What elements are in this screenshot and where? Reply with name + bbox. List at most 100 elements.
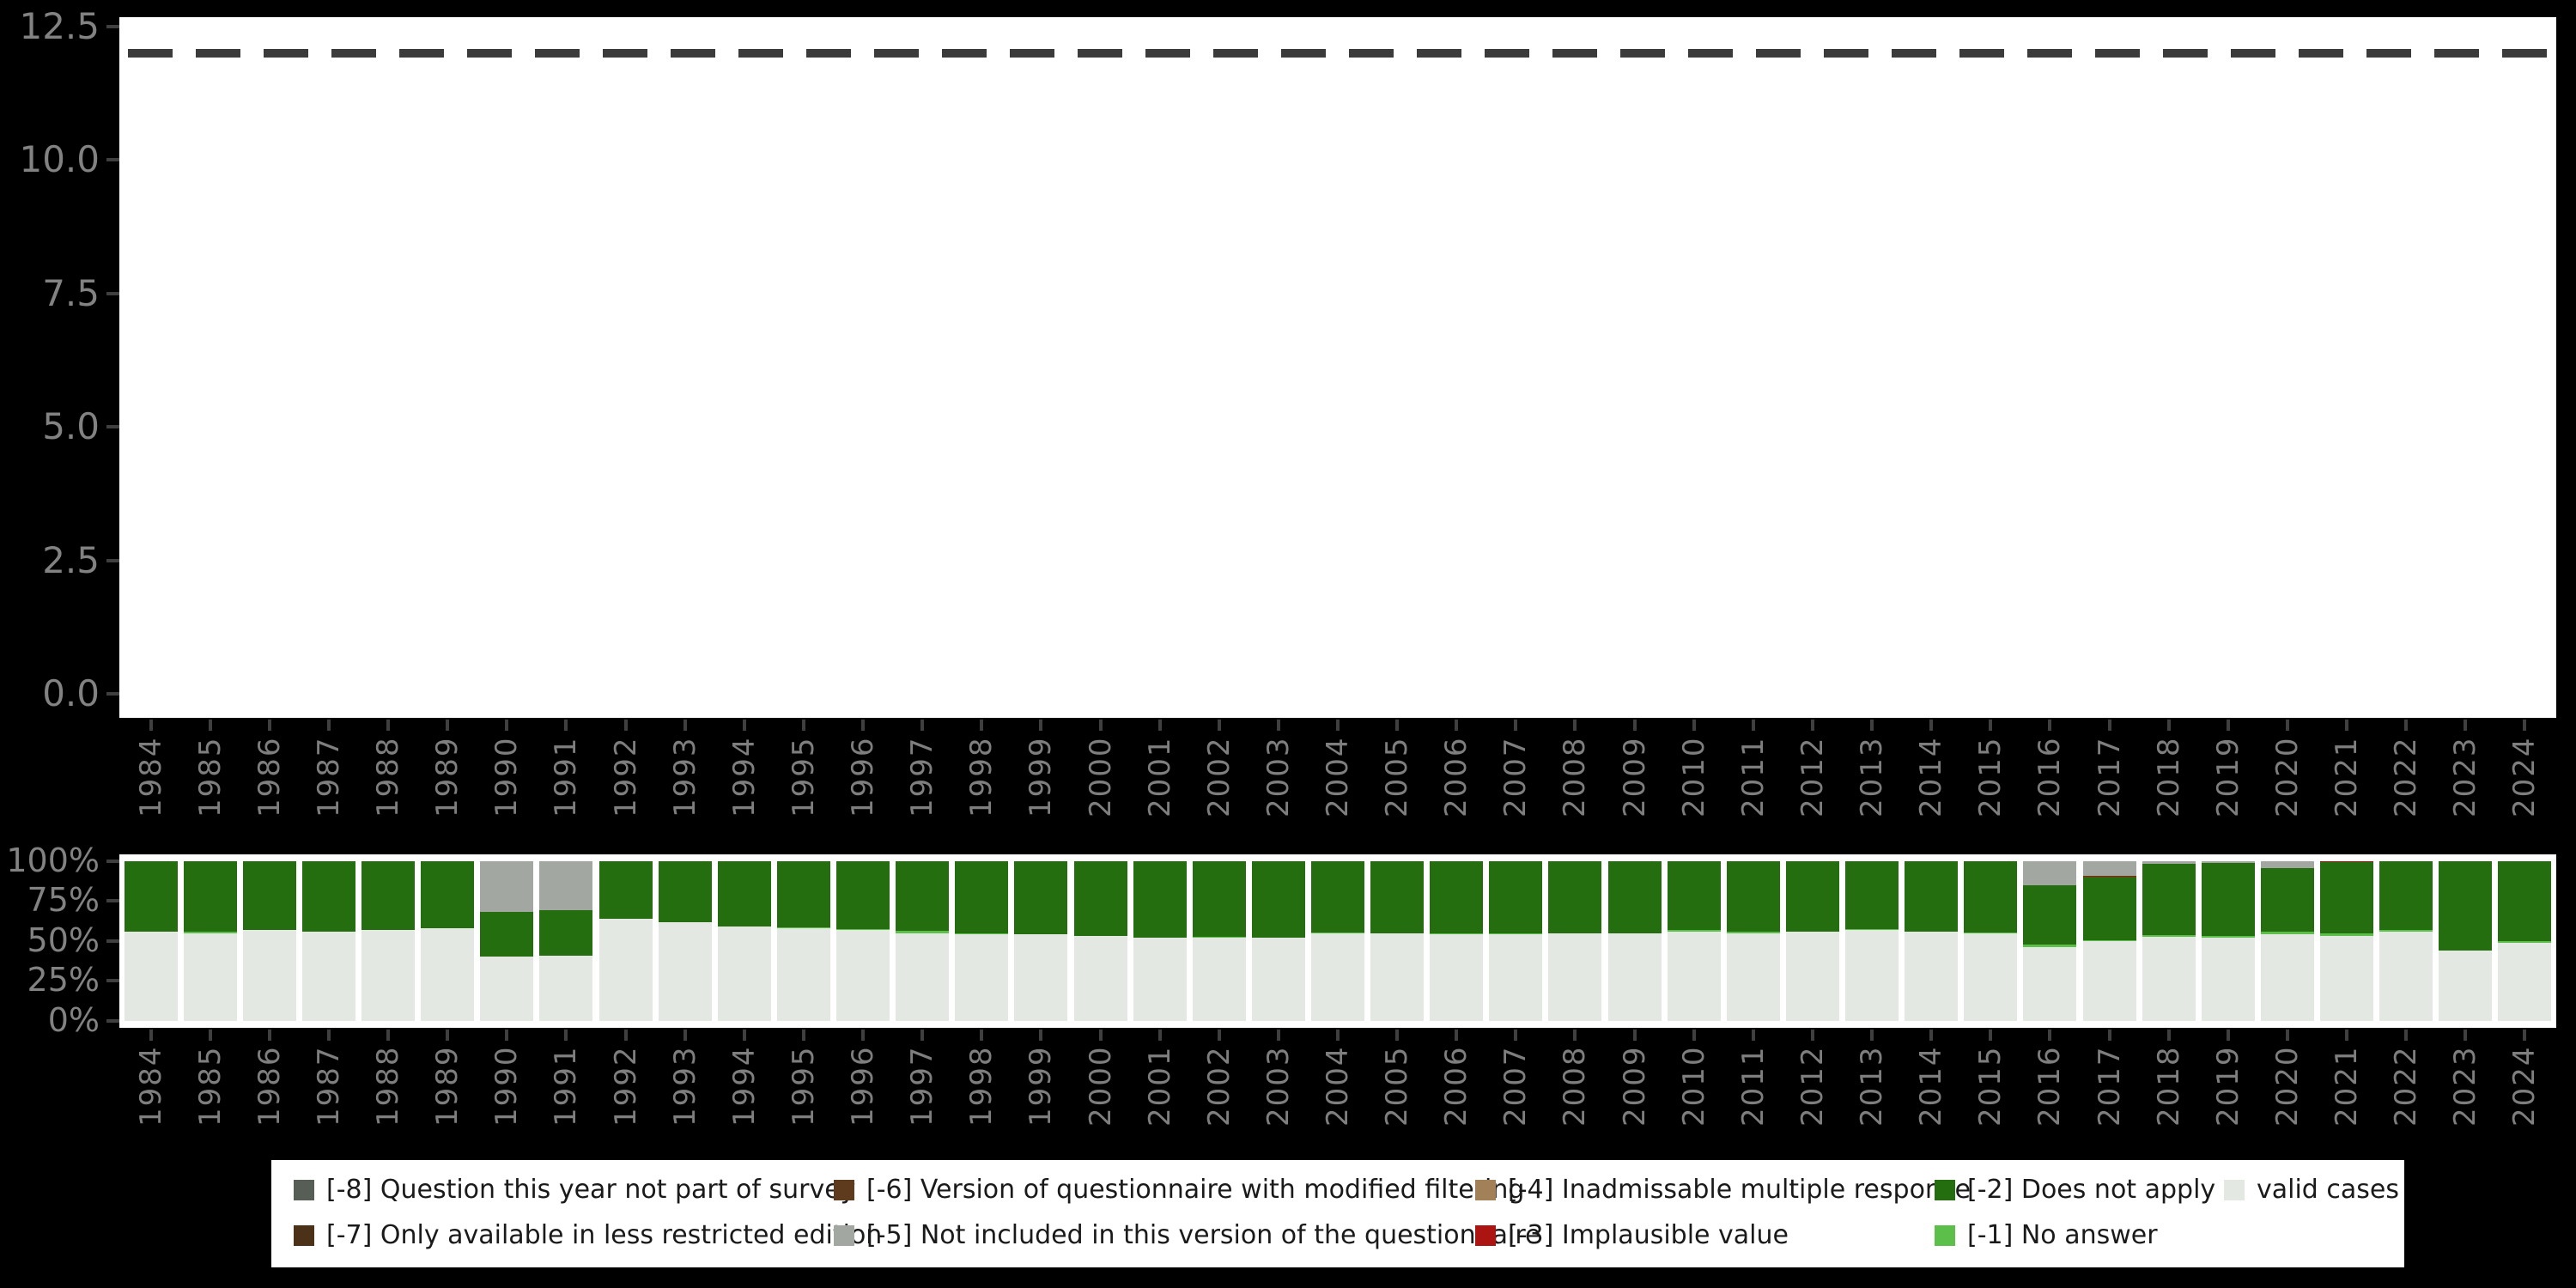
x-tick-label: 2016 xyxy=(2032,1045,2068,1127)
top-panel xyxy=(119,17,2556,718)
legend-swatch xyxy=(1475,1225,1496,1246)
x-tick-label: 1993 xyxy=(667,736,702,817)
x-tick xyxy=(1276,720,1280,731)
x-tick-label: 2006 xyxy=(1439,1045,1474,1127)
stacked-bar xyxy=(836,860,890,1021)
x-tick-label: 2012 xyxy=(1795,1045,1830,1127)
x-tick-label: 2001 xyxy=(1142,736,1177,817)
legend-swatch xyxy=(1475,1180,1496,1200)
x-tick-label: 1986 xyxy=(252,736,287,817)
x-tick-label: 2009 xyxy=(1617,736,1652,817)
x-tick-label: 2018 xyxy=(2151,736,2186,817)
x-tick xyxy=(1870,1030,1874,1041)
legend-label: [-5] Not included in this version of the… xyxy=(866,1220,1541,1250)
x-tick-label: 1987 xyxy=(311,1045,346,1127)
legend-swatch xyxy=(1935,1225,1955,1246)
x-tick xyxy=(1514,720,1518,731)
x-tick xyxy=(2166,1030,2171,1041)
legend-label: valid cases xyxy=(2257,1175,2399,1205)
x-tick xyxy=(326,720,331,731)
stacked-bar xyxy=(1667,860,1721,1021)
bar-segment xyxy=(2082,860,2136,876)
x-tick-label: 2002 xyxy=(1201,1045,1236,1127)
x-tick-label: 2014 xyxy=(1914,1045,1949,1127)
x-tick xyxy=(1157,1030,1162,1041)
y-tick-label: 2.5 xyxy=(42,538,100,581)
x-tick xyxy=(861,720,866,731)
legend-label: [-3] Implausible value xyxy=(1508,1220,1789,1250)
x-tick-label: 1994 xyxy=(726,736,762,817)
x-tick-label: 1989 xyxy=(430,1045,465,1127)
bar-segment xyxy=(2260,931,2314,935)
x-tick xyxy=(446,720,450,731)
bar-segment xyxy=(955,934,1009,1021)
x-tick xyxy=(1692,1030,1696,1041)
y-tick-label: 25% xyxy=(27,961,100,999)
y-tick-label: 10.0 xyxy=(19,138,100,181)
bar-segment xyxy=(1192,861,1246,937)
x-tick-label: 1998 xyxy=(964,736,999,817)
x-tick-label: 1984 xyxy=(133,1045,168,1127)
x-tick-label: 2022 xyxy=(2389,1045,2424,1127)
x-tick xyxy=(564,720,568,731)
legend-item: [-1] No answer xyxy=(1935,1223,2158,1249)
bar-segment xyxy=(1311,933,1364,1021)
stacked-bar xyxy=(480,860,534,1021)
bar-segment xyxy=(1845,861,1899,929)
x-tick-label: 2024 xyxy=(2507,1045,2543,1127)
x-tick-label: 2023 xyxy=(2448,1045,2483,1127)
x-tick xyxy=(2285,1030,2289,1041)
bar-segment xyxy=(1430,933,1484,935)
x-tick-label: 1992 xyxy=(608,736,643,817)
bar-segment xyxy=(836,928,890,930)
bar-segment xyxy=(1251,861,1305,939)
stacked-bar xyxy=(896,860,950,1021)
x-tick-label: 2009 xyxy=(1617,1045,1652,1127)
x-tick xyxy=(2345,720,2349,731)
x-tick-label: 1993 xyxy=(667,1045,702,1127)
x-tick xyxy=(2464,1030,2468,1041)
bar-segment xyxy=(2082,939,2136,941)
x-tick xyxy=(1929,720,1934,731)
x-tick xyxy=(2226,1030,2230,1041)
y-tick-label: 0.0 xyxy=(42,672,100,714)
stacked-bar xyxy=(2260,860,2314,1021)
x-tick xyxy=(1276,1030,1280,1041)
bar-segment xyxy=(124,931,178,1021)
x-tick xyxy=(564,1030,568,1041)
bar-segment xyxy=(1251,860,1305,862)
bar-segment xyxy=(1370,933,1425,1021)
bar-segment xyxy=(301,931,355,1021)
legend-swatch xyxy=(294,1225,314,1246)
x-tick-label: 1995 xyxy=(786,736,821,817)
legend-label: [-7] Only available in less restricted e… xyxy=(326,1220,883,1250)
legend-label: [-2] Does not apply xyxy=(1967,1175,2216,1205)
y-tick xyxy=(106,859,119,863)
bar-segment xyxy=(1430,934,1484,1021)
x-tick xyxy=(683,720,687,731)
bar-segment xyxy=(776,927,830,928)
bar-segment xyxy=(1607,861,1662,933)
y-tick xyxy=(106,25,119,28)
x-tick-label: 1998 xyxy=(964,1045,999,1127)
bar-segment xyxy=(2023,884,2077,945)
bar-segment xyxy=(2201,860,2255,863)
bar-segment xyxy=(2498,942,2552,1021)
legend-label: [-8] Question this year not part of surv… xyxy=(326,1175,856,1205)
x-tick-label: 2003 xyxy=(1261,736,1296,817)
y-tick-label: 12.5 xyxy=(19,5,100,47)
x-tick xyxy=(1573,720,1577,731)
x-tick-label: 2007 xyxy=(1498,1045,1534,1127)
x-tick xyxy=(1455,1030,1459,1041)
x-tick-label: 2021 xyxy=(2330,736,2365,817)
bar-segment xyxy=(1785,860,1839,932)
stacked-bar xyxy=(1073,860,1127,1021)
x-tick-label: 2017 xyxy=(2092,1045,2127,1127)
stacked-bar xyxy=(1905,860,1959,1021)
bar-segment xyxy=(1014,934,1068,1021)
x-tick-label: 1994 xyxy=(726,1045,762,1127)
bar-segment xyxy=(2498,941,2552,943)
y-tick-label: 5.0 xyxy=(42,405,100,448)
bar-segment xyxy=(2201,938,2255,1021)
bar-segment xyxy=(2023,944,2077,948)
